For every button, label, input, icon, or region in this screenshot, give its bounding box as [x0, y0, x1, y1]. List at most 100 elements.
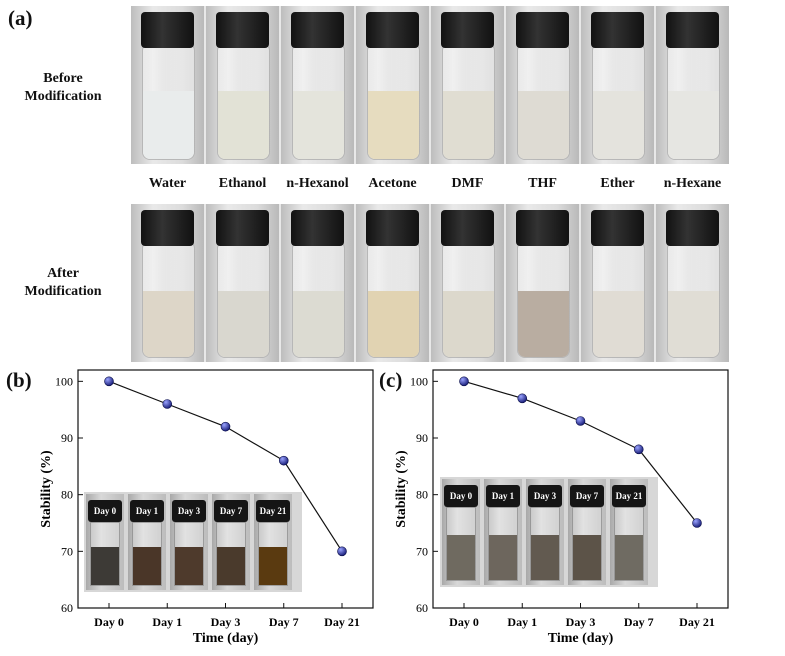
vial-photo [356, 204, 429, 362]
vial [442, 44, 495, 160]
inset-vial [258, 522, 288, 586]
vial-photo [581, 6, 654, 164]
vial-photo [506, 6, 579, 164]
inset-day-label: Day 3 [528, 485, 562, 507]
vial-cap [441, 12, 494, 48]
data-point [575, 416, 586, 426]
vial-cap [591, 12, 644, 48]
y-axis-label: Stability (%) [394, 450, 409, 528]
panel-c-label: (c) [379, 368, 403, 392]
y-tick-label: 90 [61, 431, 73, 445]
inset-vial-photo: Day 21 [254, 494, 292, 590]
panel-a-label: (a) [8, 6, 33, 30]
vial [292, 242, 345, 358]
solvent-label: n-Hexanol [286, 176, 349, 191]
inset-vial-liquid [615, 535, 643, 580]
inset-vial [446, 507, 476, 581]
vial-liquid [368, 290, 419, 357]
vial-liquid [368, 90, 419, 159]
x-tick-label: Day 7 [269, 615, 299, 629]
inset-vial-liquid [489, 535, 517, 580]
inset-vial-liquid [91, 546, 119, 585]
vial [517, 44, 570, 160]
vial [367, 242, 420, 358]
inset-day-label: Day 0 [444, 485, 478, 507]
vial-liquid [518, 290, 569, 357]
y-tick-label: 90 [416, 431, 428, 445]
inset-vial-photo: Day 1 [484, 479, 522, 585]
y-tick-label: 100 [55, 374, 73, 388]
inset-vial-liquid [175, 546, 203, 585]
vial-photo [506, 204, 579, 362]
data-point [517, 393, 528, 404]
inset-vial-photo: Day 7 [568, 479, 606, 585]
inset-vial [132, 522, 162, 586]
x-axis-label: Time (day) [193, 631, 259, 646]
vial-liquid [218, 90, 269, 159]
vial [442, 242, 495, 358]
vial-liquid [293, 90, 344, 159]
inset-vial-liquid [447, 535, 475, 580]
data-point [633, 444, 644, 455]
data-point [278, 455, 289, 466]
solvent-label: Water [148, 176, 187, 191]
inset-day-label: Day 7 [214, 500, 248, 522]
after-vials-photo [131, 204, 729, 362]
vial [142, 242, 195, 358]
inset-vial [174, 522, 204, 586]
x-tick-label: Day 7 [624, 615, 654, 629]
y-axis-label: Stability (%) [39, 450, 54, 528]
x-tick-label: Day 3 [566, 615, 596, 629]
x-tick-label: Day 21 [679, 615, 715, 629]
vial-cap [441, 210, 494, 246]
y-tick-label: 100 [410, 374, 428, 388]
inset-day-label: Day 1 [130, 500, 164, 522]
vial [292, 44, 345, 160]
vial-liquid [443, 290, 494, 357]
vial-photo [206, 204, 279, 362]
vial-cap [216, 12, 269, 48]
x-tick-label: Day 21 [324, 615, 360, 629]
inset-vial-liquid [217, 546, 245, 585]
inset-day-label: Day 3 [172, 500, 206, 522]
inset-day-label: Day 7 [570, 485, 604, 507]
inset-vial-photo: Day 1 [128, 494, 166, 590]
data-point [692, 518, 702, 528]
vial-photo [656, 6, 729, 164]
inset-day-label: Day 21 [256, 500, 290, 522]
y-tick-label: 60 [416, 601, 428, 615]
before-modification-label: Before Modification [24, 71, 102, 104]
vial-liquid [668, 290, 719, 357]
inset-vial [614, 507, 644, 581]
vial [517, 242, 570, 358]
inset-vial-photo: Day 21 [610, 479, 648, 585]
vial-photo [431, 6, 504, 164]
vial-cap [516, 12, 569, 48]
panel-b-label: (b) [6, 368, 32, 392]
vial-photo [131, 204, 204, 362]
x-tick-label: Day 3 [211, 615, 241, 629]
vial-liquid [668, 90, 719, 159]
x-tick-label: Day 0 [449, 615, 479, 629]
vial-cap [141, 12, 194, 48]
x-axis-label: Time (day) [548, 631, 614, 646]
vial-photo [131, 6, 204, 164]
data-point [459, 376, 469, 387]
y-tick-label: 60 [61, 601, 73, 615]
inset-vial-photo: Day 3 [170, 494, 208, 590]
inset-day-label: Day 1 [486, 485, 520, 507]
vial-cap [591, 210, 644, 246]
x-tick-label: Day 1 [152, 615, 182, 629]
inset-vial [488, 507, 518, 581]
inset-vial-liquid [573, 535, 601, 580]
solvent-labels: Water Ethanol n-Hexanol Acetone DMF THF Ether n… [131, 176, 729, 196]
x-tick-label: Day 0 [94, 615, 124, 629]
vial [667, 242, 720, 358]
vial-cap [666, 12, 719, 48]
solvent-label: Acetone [368, 176, 417, 191]
solvent-label: Ethanol [218, 176, 267, 191]
vial [592, 242, 645, 358]
y-tick-label: 80 [416, 488, 428, 502]
inset-vial [90, 522, 120, 586]
vial-photo [581, 204, 654, 362]
